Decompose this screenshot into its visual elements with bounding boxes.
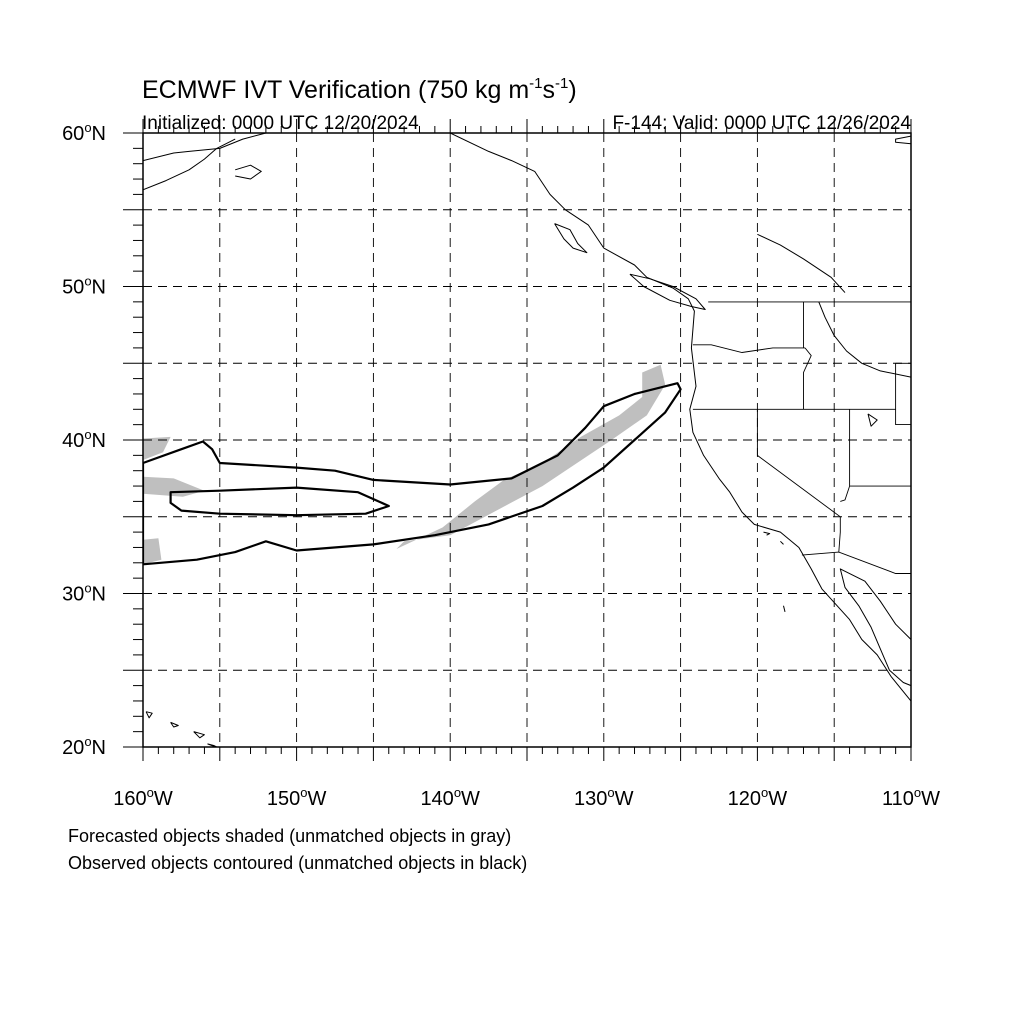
coastline-17 xyxy=(780,540,784,545)
coastline-1 xyxy=(143,133,267,162)
coastline-11 xyxy=(145,711,153,719)
axis-labels: 20oN 30oN 40oN 50oN 60oN 160oW 150oW 140oW 130oW… xyxy=(62,120,940,810)
lon-label: 110oW xyxy=(882,785,940,810)
coastline-12 xyxy=(170,721,179,728)
lon-label: 150oW xyxy=(267,785,327,810)
border-11 xyxy=(801,551,911,574)
axis-ticks xyxy=(123,119,912,761)
coastlines xyxy=(143,133,911,747)
coastline-15 xyxy=(867,413,878,427)
coastline-5 xyxy=(839,568,911,687)
coastline-6 xyxy=(554,223,588,254)
observed-object-2 xyxy=(169,486,390,517)
border-5 xyxy=(756,409,841,553)
coastline-4 xyxy=(449,133,911,702)
init-time-label: Initialized: 0000 UTC 12/20/2024 xyxy=(142,113,419,134)
lon-label: 130oW xyxy=(574,785,634,810)
border-10 xyxy=(895,363,911,426)
forecast-object-3 xyxy=(143,476,205,497)
political-borders xyxy=(692,301,911,574)
coastline-2 xyxy=(143,138,236,191)
lat-label: 20oN xyxy=(62,734,106,759)
lon-label: 140oW xyxy=(420,785,480,810)
coastline-13 xyxy=(193,731,205,739)
observed-object-1 xyxy=(143,382,682,566)
lat-label: 60oN xyxy=(62,120,106,145)
lat-label: 40oN xyxy=(62,427,106,452)
map-frame xyxy=(142,132,912,748)
border-7 xyxy=(840,409,851,502)
lat-label: 30oN xyxy=(62,581,106,606)
lon-label: 120oW xyxy=(728,785,788,810)
lon-label: 160oW xyxy=(113,785,173,810)
coastline-14 xyxy=(207,743,218,747)
valid-time-label: F-144: Valid: 0000 UTC 12/26/2024 xyxy=(612,113,911,134)
forecast-object-2 xyxy=(143,436,171,460)
border-2 xyxy=(692,344,805,353)
observed-objects xyxy=(143,382,682,566)
map-title: ECMWF IVT Verification (750 kg m-1s-1) xyxy=(142,75,577,104)
coastline-9 xyxy=(757,233,846,293)
coastline-18 xyxy=(783,605,786,613)
coastline-8 xyxy=(895,135,911,145)
coastline-7 xyxy=(629,273,706,310)
border-6 xyxy=(803,347,812,410)
coastline-3 xyxy=(235,164,262,180)
coastline-16 xyxy=(763,531,771,536)
forecast-objects xyxy=(143,364,666,565)
lat-label: 50oN xyxy=(62,274,106,299)
legend-forecast-text: Forecasted objects shaded (unmatched obj… xyxy=(68,826,512,846)
legend-observed-text: Observed objects contoured (unmatched ob… xyxy=(68,853,528,873)
graticule xyxy=(143,133,911,747)
forecast-object-1 xyxy=(396,364,666,549)
coastline-10 xyxy=(818,301,911,378)
forecast-object-4 xyxy=(143,538,162,565)
